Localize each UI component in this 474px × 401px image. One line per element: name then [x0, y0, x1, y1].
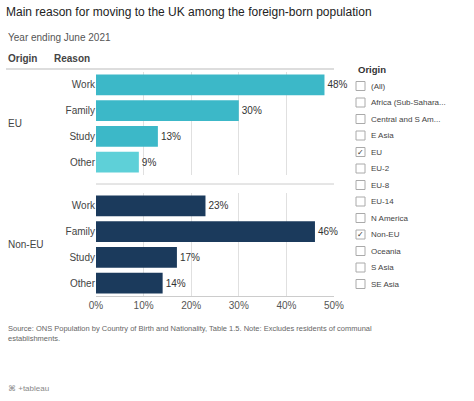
svg-text:17%: 17%	[180, 252, 200, 263]
svg-text:Work: Work	[72, 79, 96, 90]
svg-text:Study: Study	[69, 252, 95, 263]
svg-text:Oceania: Oceania	[371, 247, 401, 256]
svg-text:EU-14: EU-14	[371, 197, 394, 206]
svg-text:✓: ✓	[357, 148, 364, 157]
svg-text:Family: Family	[66, 226, 95, 237]
svg-text:EU: EU	[8, 118, 22, 129]
svg-text:30%: 30%	[242, 105, 262, 116]
svg-text:0%: 0%	[89, 300, 104, 311]
svg-text:30%: 30%	[229, 300, 249, 311]
svg-text:SE Asia: SE Asia	[371, 280, 400, 289]
svg-text:(All): (All)	[371, 82, 386, 91]
svg-text:Other: Other	[70, 157, 96, 168]
svg-text:20%: 20%	[181, 300, 201, 311]
svg-text:Main reason for moving to the: Main reason for moving to the UK among t…	[6, 5, 372, 19]
svg-text:Study: Study	[69, 131, 95, 142]
svg-text:Central and S Am...: Central and S Am...	[371, 115, 440, 124]
svg-text:Other: Other	[70, 278, 96, 289]
svg-text:Reason: Reason	[54, 53, 90, 64]
svg-text:Year ending June 2021: Year ending June 2021	[8, 32, 111, 43]
svg-text:9%: 9%	[142, 157, 157, 168]
svg-text:40%: 40%	[276, 300, 296, 311]
svg-text:EU: EU	[371, 148, 382, 157]
svg-text:⌘ +tableau: ⌘ +tableau	[8, 384, 49, 393]
svg-text:EU-8: EU-8	[371, 181, 390, 190]
svg-text:46%: 46%	[318, 226, 338, 237]
svg-text:14%: 14%	[166, 278, 186, 289]
svg-text:Africa (Sub-Sahara...: Africa (Sub-Sahara...	[371, 98, 446, 107]
svg-text:Family: Family	[66, 105, 95, 116]
svg-text:Origin: Origin	[8, 53, 37, 64]
svg-text:N America: N America	[371, 214, 408, 223]
svg-text:S Asia: S Asia	[371, 263, 394, 272]
svg-text:48%: 48%	[327, 79, 347, 90]
svg-text:Non-EU: Non-EU	[371, 230, 400, 239]
svg-text:50%: 50%	[324, 300, 344, 311]
svg-text:Source: ONS Population by Coun: Source: ONS Population by Country of Bir…	[8, 324, 372, 343]
svg-text:Work: Work	[72, 200, 96, 211]
svg-text:EU-2: EU-2	[371, 164, 390, 173]
svg-text:13%: 13%	[161, 131, 181, 142]
svg-text:10%: 10%	[134, 300, 154, 311]
svg-text:E Asia: E Asia	[371, 131, 394, 140]
svg-text:23%: 23%	[208, 200, 228, 211]
svg-text:✓: ✓	[357, 230, 364, 239]
svg-text:Non-EU: Non-EU	[8, 239, 44, 250]
svg-text:Origin: Origin	[358, 64, 386, 75]
